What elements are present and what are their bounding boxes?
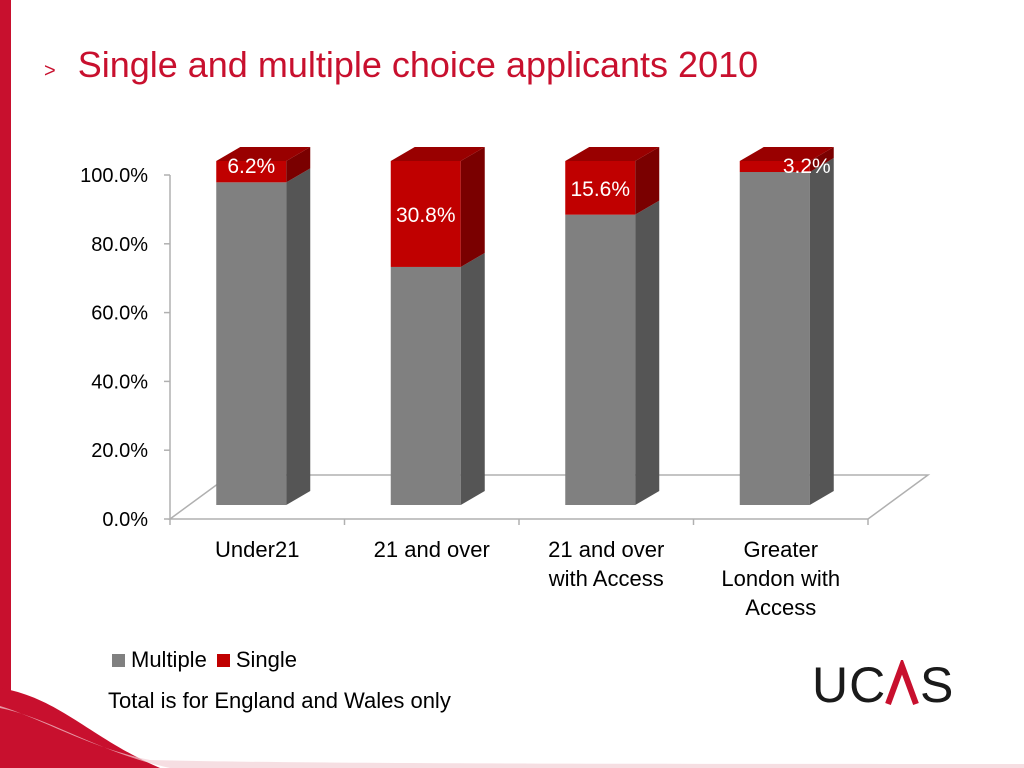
bar-single-top bbox=[216, 147, 311, 161]
ucas-logo: UC S bbox=[812, 660, 953, 708]
stacked-bar-chart: 0.0% 20.0% 40.0% 60.0% 80.0% 100.0% 6.2% Under2… bbox=[80, 147, 931, 620]
bar-multiple-side bbox=[635, 200, 660, 505]
legend-label-single: Single bbox=[235, 647, 297, 672]
footnote: Total is for England and Wales only bbox=[108, 688, 451, 713]
y-tick-label: 0.0% bbox=[102, 509, 148, 531]
y-tick-label: 40.0% bbox=[91, 371, 148, 393]
x-category-label: 21 and over bbox=[374, 537, 490, 562]
bar-single-front bbox=[216, 161, 287, 183]
title-arrow-icon: > bbox=[44, 60, 56, 82]
bar-multiple-front bbox=[565, 214, 636, 505]
bar-single-top bbox=[565, 147, 660, 161]
y-tick-label: 60.0% bbox=[91, 303, 148, 325]
legend-item-single: Single bbox=[216, 647, 297, 673]
legend-swatch-multiple bbox=[112, 653, 125, 667]
slide-title: Single and multiple choice applicants 20… bbox=[77, 44, 759, 85]
y-tick-label: 80.0% bbox=[91, 234, 148, 256]
y-tick-label: 100.0% bbox=[80, 165, 148, 187]
data-label-single: 15.6% bbox=[570, 178, 630, 201]
bar-single-front bbox=[739, 161, 810, 173]
bar-single-side bbox=[460, 147, 485, 267]
bar-single-side bbox=[286, 147, 311, 183]
x-category-label: with Access bbox=[548, 566, 664, 591]
legend-label-multiple: Multiple bbox=[131, 647, 207, 672]
bar-multiple-front bbox=[390, 266, 461, 505]
y-tick-label: 20.0% bbox=[91, 440, 148, 462]
bar-single-front bbox=[565, 161, 636, 215]
bar-single-side bbox=[809, 147, 834, 173]
chart-legend: Multiple Single bbox=[112, 647, 307, 673]
x-category-label: London with bbox=[721, 566, 840, 591]
data-label-single: 3.2% bbox=[783, 155, 831, 178]
bar-single-top bbox=[739, 147, 834, 161]
x-category-label: Access bbox=[745, 595, 816, 620]
x-category-label: 21 and over bbox=[548, 537, 664, 562]
bar-multiple-side bbox=[286, 168, 311, 505]
x-category-label: Under21 bbox=[215, 537, 299, 562]
legend-item-multiple: Multiple bbox=[112, 647, 207, 673]
bar-single-top bbox=[390, 147, 485, 161]
bar-multiple-front bbox=[216, 182, 287, 505]
left-accent-bar bbox=[0, 0, 11, 768]
title-row: > Single and multiple choice applicants … bbox=[44, 44, 758, 86]
bar-multiple-side bbox=[460, 252, 485, 505]
bar-single-front bbox=[390, 161, 461, 267]
bar-multiple-side bbox=[809, 158, 834, 505]
data-label-single: 30.8% bbox=[396, 204, 456, 227]
bar-single-side bbox=[635, 147, 660, 215]
chart-floor bbox=[167, 474, 931, 520]
legend-swatch-single bbox=[216, 653, 230, 667]
data-label-single: 6.2% bbox=[227, 155, 275, 178]
x-category-label: Greater bbox=[743, 537, 818, 562]
svg-text:S: S bbox=[920, 660, 953, 708]
svg-text:UC: UC bbox=[812, 660, 886, 708]
bar-multiple-front bbox=[739, 172, 810, 505]
